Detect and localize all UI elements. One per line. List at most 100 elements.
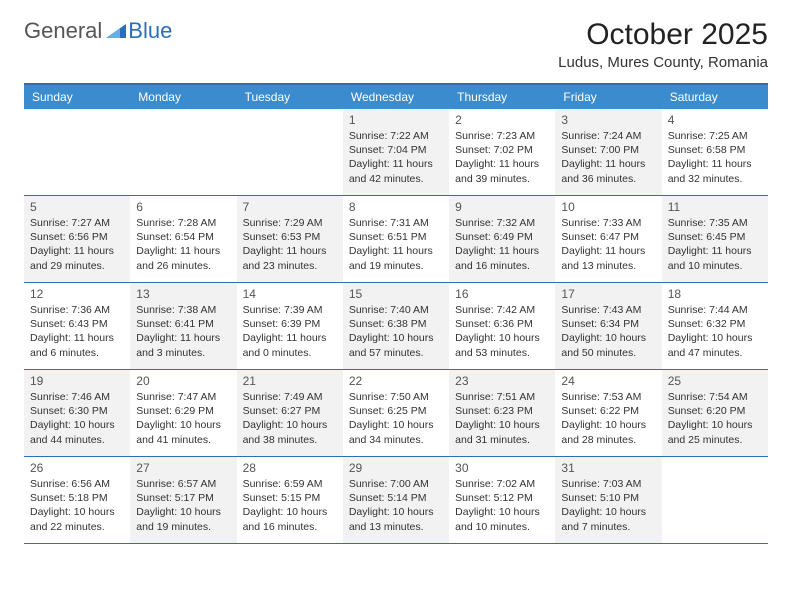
day-daylight2: and 16 minutes. bbox=[455, 259, 549, 273]
day-sunrise: Sunrise: 7:02 AM bbox=[455, 477, 549, 491]
day-daylight1: Daylight: 10 hours bbox=[455, 418, 549, 432]
week-row: 5Sunrise: 7:27 AMSunset: 6:56 PMDaylight… bbox=[24, 196, 768, 283]
day-sunrise: Sunrise: 7:40 AM bbox=[349, 303, 443, 317]
day-number: 17 bbox=[561, 287, 655, 301]
day-sunrise: Sunrise: 7:00 AM bbox=[349, 477, 443, 491]
day-cell: 14Sunrise: 7:39 AMSunset: 6:39 PMDayligh… bbox=[237, 283, 343, 369]
day-sunset: Sunset: 6:58 PM bbox=[668, 143, 762, 157]
day-daylight2: and 36 minutes. bbox=[561, 172, 655, 186]
day-sunrise: Sunrise: 7:47 AM bbox=[136, 390, 230, 404]
day-cell: 18Sunrise: 7:44 AMSunset: 6:32 PMDayligh… bbox=[662, 283, 768, 369]
day-sunrise: Sunrise: 7:32 AM bbox=[455, 216, 549, 230]
day-sunrise: Sunrise: 7:38 AM bbox=[136, 303, 230, 317]
day-cell bbox=[24, 109, 130, 195]
day-number: 7 bbox=[243, 200, 337, 214]
day-number: 18 bbox=[668, 287, 762, 301]
day-daylight1: Daylight: 10 hours bbox=[243, 505, 337, 519]
day-number: 31 bbox=[561, 461, 655, 475]
day-cell: 29Sunrise: 7:00 AMSunset: 5:14 PMDayligh… bbox=[343, 457, 449, 543]
day-number: 2 bbox=[455, 113, 549, 127]
day-daylight1: Daylight: 10 hours bbox=[668, 331, 762, 345]
calendar: SundayMondayTuesdayWednesdayThursdayFrid… bbox=[24, 83, 768, 544]
day-daylight2: and 34 minutes. bbox=[349, 433, 443, 447]
day-cell: 11Sunrise: 7:35 AMSunset: 6:45 PMDayligh… bbox=[662, 196, 768, 282]
week-row: 19Sunrise: 7:46 AMSunset: 6:30 PMDayligh… bbox=[24, 370, 768, 457]
day-cell: 5Sunrise: 7:27 AMSunset: 6:56 PMDaylight… bbox=[24, 196, 130, 282]
day-sunrise: Sunrise: 7:24 AM bbox=[561, 129, 655, 143]
day-daylight1: Daylight: 11 hours bbox=[243, 244, 337, 258]
day-number: 20 bbox=[136, 374, 230, 388]
weekday-header: Saturday bbox=[662, 85, 768, 109]
day-daylight1: Daylight: 11 hours bbox=[561, 157, 655, 171]
day-sunset: Sunset: 6:25 PM bbox=[349, 404, 443, 418]
day-daylight2: and 39 minutes. bbox=[455, 172, 549, 186]
day-daylight1: Daylight: 10 hours bbox=[30, 418, 124, 432]
day-sunset: Sunset: 6:32 PM bbox=[668, 317, 762, 331]
day-sunrise: Sunrise: 7:51 AM bbox=[455, 390, 549, 404]
weeks-container: 1Sunrise: 7:22 AMSunset: 7:04 PMDaylight… bbox=[24, 109, 768, 544]
day-sunset: Sunset: 6:53 PM bbox=[243, 230, 337, 244]
day-number: 12 bbox=[30, 287, 124, 301]
week-row: 12Sunrise: 7:36 AMSunset: 6:43 PMDayligh… bbox=[24, 283, 768, 370]
day-sunrise: Sunrise: 7:35 AM bbox=[668, 216, 762, 230]
day-number: 30 bbox=[455, 461, 549, 475]
day-sunrise: Sunrise: 7:23 AM bbox=[455, 129, 549, 143]
day-sunrise: Sunrise: 6:59 AM bbox=[243, 477, 337, 491]
day-cell: 22Sunrise: 7:50 AMSunset: 6:25 PMDayligh… bbox=[343, 370, 449, 456]
day-number: 28 bbox=[243, 461, 337, 475]
logo: General Blue bbox=[24, 18, 172, 44]
day-daylight1: Daylight: 11 hours bbox=[561, 244, 655, 258]
day-daylight1: Daylight: 10 hours bbox=[349, 505, 443, 519]
day-sunrise: Sunrise: 7:42 AM bbox=[455, 303, 549, 317]
day-cell: 7 Sunrise: 7:29 AMSunset: 6:53 PMDaylight… bbox=[237, 196, 343, 282]
day-daylight2: and 25 minutes. bbox=[668, 433, 762, 447]
day-cell: 25Sunrise: 7:54 AMSunset: 6:20 PMDayligh… bbox=[662, 370, 768, 456]
day-sunrise: Sunrise: 7:49 AM bbox=[243, 390, 337, 404]
day-sunset: Sunset: 6:49 PM bbox=[455, 230, 549, 244]
day-cell: 31Sunrise: 7:03 AMSunset: 5:10 PMDayligh… bbox=[555, 457, 661, 543]
day-sunset: Sunset: 5:18 PM bbox=[30, 491, 124, 505]
day-cell: 23Sunrise: 7:51 AMSunset: 6:23 PMDayligh… bbox=[449, 370, 555, 456]
day-daylight2: and 50 minutes. bbox=[561, 346, 655, 360]
day-daylight1: Daylight: 10 hours bbox=[349, 418, 443, 432]
day-number: 8 bbox=[349, 200, 443, 214]
day-number: 3 bbox=[561, 113, 655, 127]
day-sunrise: Sunrise: 7:43 AM bbox=[561, 303, 655, 317]
day-number: 9 bbox=[455, 200, 549, 214]
day-number: 27 bbox=[136, 461, 230, 475]
day-number: 14 bbox=[243, 287, 337, 301]
day-cell bbox=[662, 457, 768, 543]
day-daylight2: and 19 minutes. bbox=[136, 520, 230, 534]
day-sunrise: Sunrise: 7:29 AM bbox=[243, 216, 337, 230]
day-cell: 2Sunrise: 7:23 AMSunset: 7:02 PMDaylight… bbox=[449, 109, 555, 195]
day-sunset: Sunset: 6:54 PM bbox=[136, 230, 230, 244]
day-sunset: Sunset: 7:04 PM bbox=[349, 143, 443, 157]
day-sunset: Sunset: 5:15 PM bbox=[243, 491, 337, 505]
day-sunrise: Sunrise: 6:57 AM bbox=[136, 477, 230, 491]
day-number: 13 bbox=[136, 287, 230, 301]
day-cell: 4Sunrise: 7:25 AMSunset: 6:58 PMDaylight… bbox=[662, 109, 768, 195]
weekday-header: Wednesday bbox=[343, 85, 449, 109]
day-sunset: Sunset: 6:36 PM bbox=[455, 317, 549, 331]
day-number: 4 bbox=[668, 113, 762, 127]
day-sunset: Sunset: 5:17 PM bbox=[136, 491, 230, 505]
weekday-header: Monday bbox=[130, 85, 236, 109]
day-daylight2: and 29 minutes. bbox=[30, 259, 124, 273]
logo-text-general: General bbox=[24, 18, 102, 44]
day-daylight1: Daylight: 11 hours bbox=[136, 331, 230, 345]
day-number: 21 bbox=[243, 374, 337, 388]
day-number: 22 bbox=[349, 374, 443, 388]
day-sunrise: Sunrise: 6:56 AM bbox=[30, 477, 124, 491]
day-cell bbox=[237, 109, 343, 195]
day-number: 5 bbox=[30, 200, 124, 214]
day-sunset: Sunset: 6:45 PM bbox=[668, 230, 762, 244]
day-cell: 28 Sunrise: 6:59 AMSunset: 5:15 PMDayligh… bbox=[237, 457, 343, 543]
day-sunrise: Sunrise: 7:33 AM bbox=[561, 216, 655, 230]
day-daylight1: Daylight: 11 hours bbox=[668, 244, 762, 258]
day-daylight2: and 10 minutes. bbox=[668, 259, 762, 273]
day-daylight2: and 44 minutes. bbox=[30, 433, 124, 447]
day-sunset: Sunset: 6:51 PM bbox=[349, 230, 443, 244]
day-sunset: Sunset: 6:41 PM bbox=[136, 317, 230, 331]
day-daylight2: and 42 minutes. bbox=[349, 172, 443, 186]
day-daylight2: and 3 minutes. bbox=[136, 346, 230, 360]
